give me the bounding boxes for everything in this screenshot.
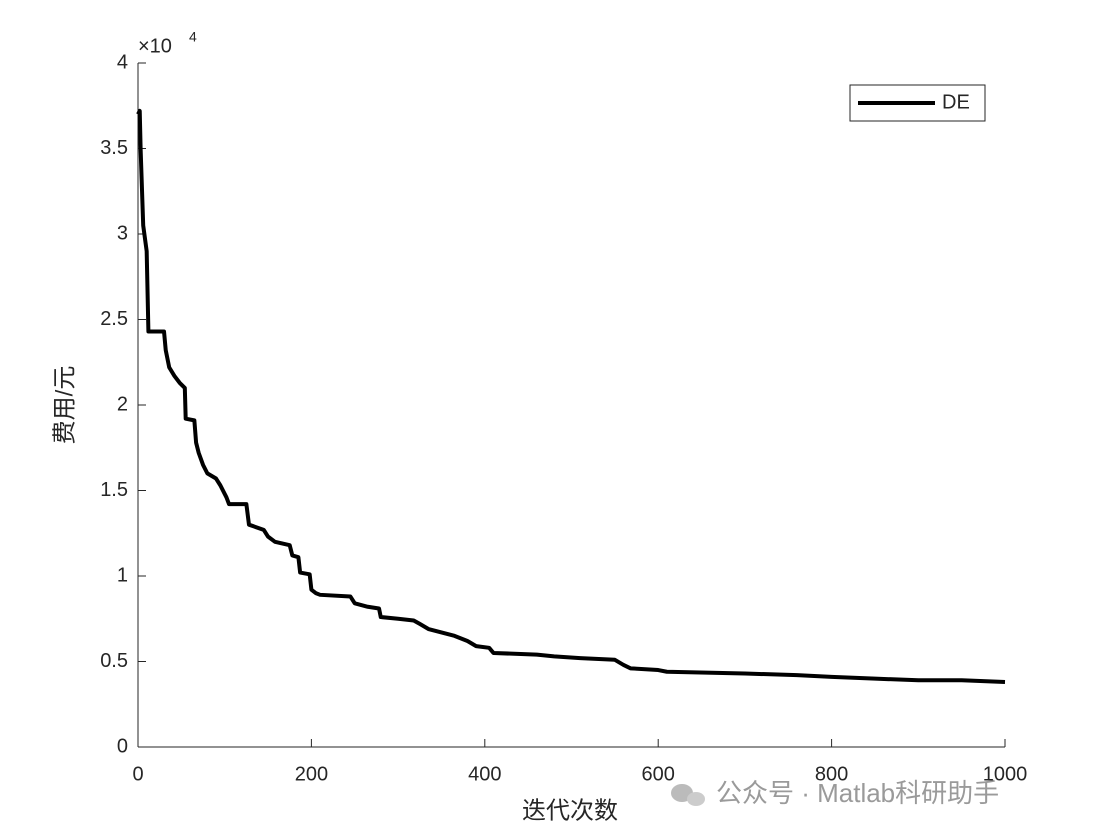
y-multiplier-exponent: 4 bbox=[189, 29, 197, 45]
x-tick-label: 1000 bbox=[983, 763, 1028, 785]
y-tick-label: 1.5 bbox=[100, 479, 128, 501]
watermark: 公众号 · Matlab科研助手 bbox=[671, 778, 999, 808]
y-tick-label: 2 bbox=[117, 393, 128, 415]
y-multiplier: ×10 bbox=[138, 35, 172, 57]
legend-label: DE bbox=[942, 91, 970, 113]
x-tick-label: 600 bbox=[642, 763, 675, 785]
y-tick-label: 2.5 bbox=[100, 308, 128, 330]
watermark-icon bbox=[687, 792, 705, 806]
y-tick-label: 1 bbox=[117, 564, 128, 586]
y-axis-label: 费用/元 bbox=[51, 366, 78, 445]
x-tick-label: 400 bbox=[468, 763, 501, 785]
y-tick-label: 4 bbox=[117, 51, 128, 73]
watermark-text: 公众号 · Matlab科研助手 bbox=[716, 778, 999, 808]
x-tick-label: 200 bbox=[295, 763, 328, 785]
line-series bbox=[136, 108, 1006, 685]
y-tick-label: 3 bbox=[117, 222, 128, 244]
x-tick-label: 800 bbox=[815, 763, 848, 785]
y-tick-label: 0 bbox=[117, 735, 128, 757]
x-tick-label: 0 bbox=[132, 763, 143, 785]
y-tick-label: 3.5 bbox=[100, 137, 128, 159]
x-axis-label: 迭代次数 bbox=[522, 797, 618, 824]
y-tick-label: 0.5 bbox=[100, 650, 128, 672]
